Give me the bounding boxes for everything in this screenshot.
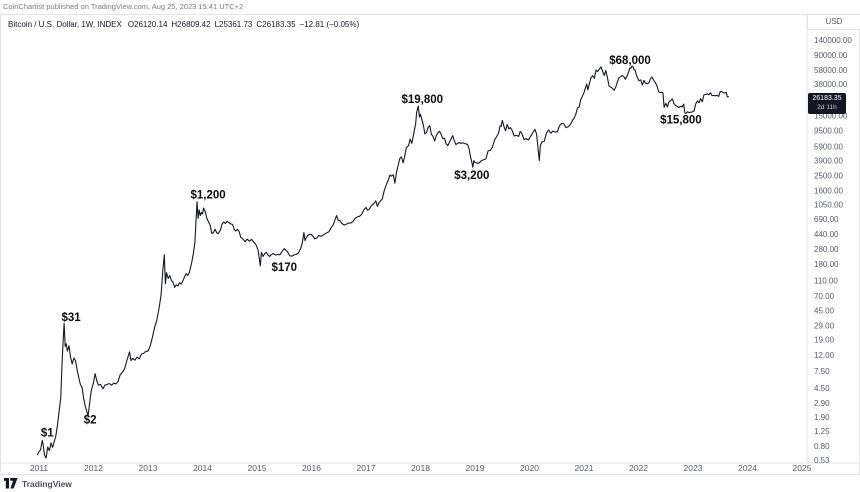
price-tick-label: 58000.00 xyxy=(814,66,848,75)
price-tick-label: 1600.00 xyxy=(814,187,843,196)
price-tick-label: 140000.00 xyxy=(814,36,852,45)
chart-annotation: $15,800 xyxy=(660,115,702,127)
price-tick-label: 2.90 xyxy=(814,399,830,408)
price-tick-label: 180.00 xyxy=(814,260,839,269)
chart-annotation: $1,200 xyxy=(191,190,226,202)
price-tick-label: 45.00 xyxy=(814,307,835,316)
price-tick-label: 3900.00 xyxy=(814,157,843,166)
price-tick-label: 15000.00 xyxy=(814,111,848,120)
year-tick-label: 2017 xyxy=(357,463,376,473)
price-tick-label: 9500.00 xyxy=(814,127,843,136)
year-tick-label: 2024 xyxy=(738,463,757,473)
chart-annotation: $3,200 xyxy=(454,170,489,182)
price-tick-label: 19.00 xyxy=(814,336,835,345)
bar-close-countdown: 2d 11h xyxy=(817,104,837,111)
last-price-badge: 26183.35 2d 11h xyxy=(808,93,846,114)
price-tick-label: 1.90 xyxy=(814,413,830,422)
price-tick-label: 440.00 xyxy=(814,230,839,239)
price-tick-label: 7.50 xyxy=(814,367,830,376)
price-tick-label: 29.00 xyxy=(814,321,835,330)
year-tick-label: 2014 xyxy=(193,463,212,473)
price-tick-label: 38000.00 xyxy=(814,80,848,89)
symbol-title: Bitcoin / U.S. Dollar, 1W, INDEX xyxy=(8,20,122,29)
price-tick-label: 2500.00 xyxy=(814,172,843,181)
price-tick-label: 4.50 xyxy=(814,384,830,393)
chart-annotation: $68,000 xyxy=(609,55,651,67)
price-tick-label: 5900.00 xyxy=(814,143,843,152)
year-tick-label: 2016 xyxy=(302,463,321,473)
tradingview-logo-icon xyxy=(4,478,18,489)
year-tick-label: 2015 xyxy=(248,463,267,473)
year-tick-label: 2018 xyxy=(411,463,430,473)
price-chart-canvas[interactable]: 220000.00140000.0090000.0058000.0038000.… xyxy=(1,15,859,473)
tradingview-brand-text: TradingView xyxy=(22,478,72,489)
ohlc-open: O26120.14 xyxy=(127,20,168,29)
price-tick-label: 90000.00 xyxy=(814,51,848,60)
year-tick-label: 2025 xyxy=(793,463,812,473)
price-change: −12.81 (−0.05%) xyxy=(299,20,360,29)
publish-info: CoinChartist published on TradingView.co… xyxy=(3,2,244,11)
year-tick-label: 2019 xyxy=(466,463,485,473)
year-tick-label: 2011 xyxy=(30,463,49,473)
symbol-legend: Bitcoin / U.S. Dollar, 1W, INDEX O26120.1… xyxy=(8,20,363,29)
chart-annotation: $2 xyxy=(84,414,97,426)
price-tick-label: 280.00 xyxy=(814,245,839,254)
tradingview-attribution[interactable]: TradingView xyxy=(4,478,72,489)
price-tick-label: 110.00 xyxy=(814,277,838,286)
ohlc-low: L25361.73 xyxy=(214,20,253,29)
year-tick-label: 2013 xyxy=(139,463,158,473)
price-tick-label: 0.53 xyxy=(814,456,830,465)
year-tick-label: 2023 xyxy=(684,463,703,473)
price-tick-label: 0.80 xyxy=(814,442,830,451)
price-tick-label: 1050.00 xyxy=(814,201,843,210)
price-tick-label: 1.25 xyxy=(814,427,830,436)
price-line xyxy=(36,65,729,459)
ohlc-high: H26809.42 xyxy=(171,20,211,29)
ohlc-close: C26183.35 xyxy=(256,20,296,29)
price-axis-unit-label: USD xyxy=(807,15,860,30)
price-tick-label: 70.00 xyxy=(814,292,835,301)
year-tick-label: 2012 xyxy=(84,463,103,473)
chart-annotation: $31 xyxy=(62,312,82,324)
year-tick-label: 2021 xyxy=(575,463,594,473)
chart-annotation: $170 xyxy=(272,262,298,274)
last-price-value: 26183.35 xyxy=(812,95,842,102)
price-tick-label: 12.00 xyxy=(814,351,835,360)
year-tick-label: 2020 xyxy=(520,463,539,473)
chart-annotation: $1 xyxy=(41,427,54,439)
price-tick-label: 690.00 xyxy=(814,215,839,224)
chart-panel: 220000.00140000.0090000.0058000.0038000.… xyxy=(0,14,860,475)
year-tick-label: 2022 xyxy=(629,463,648,473)
chart-annotation: $19,800 xyxy=(402,94,444,106)
